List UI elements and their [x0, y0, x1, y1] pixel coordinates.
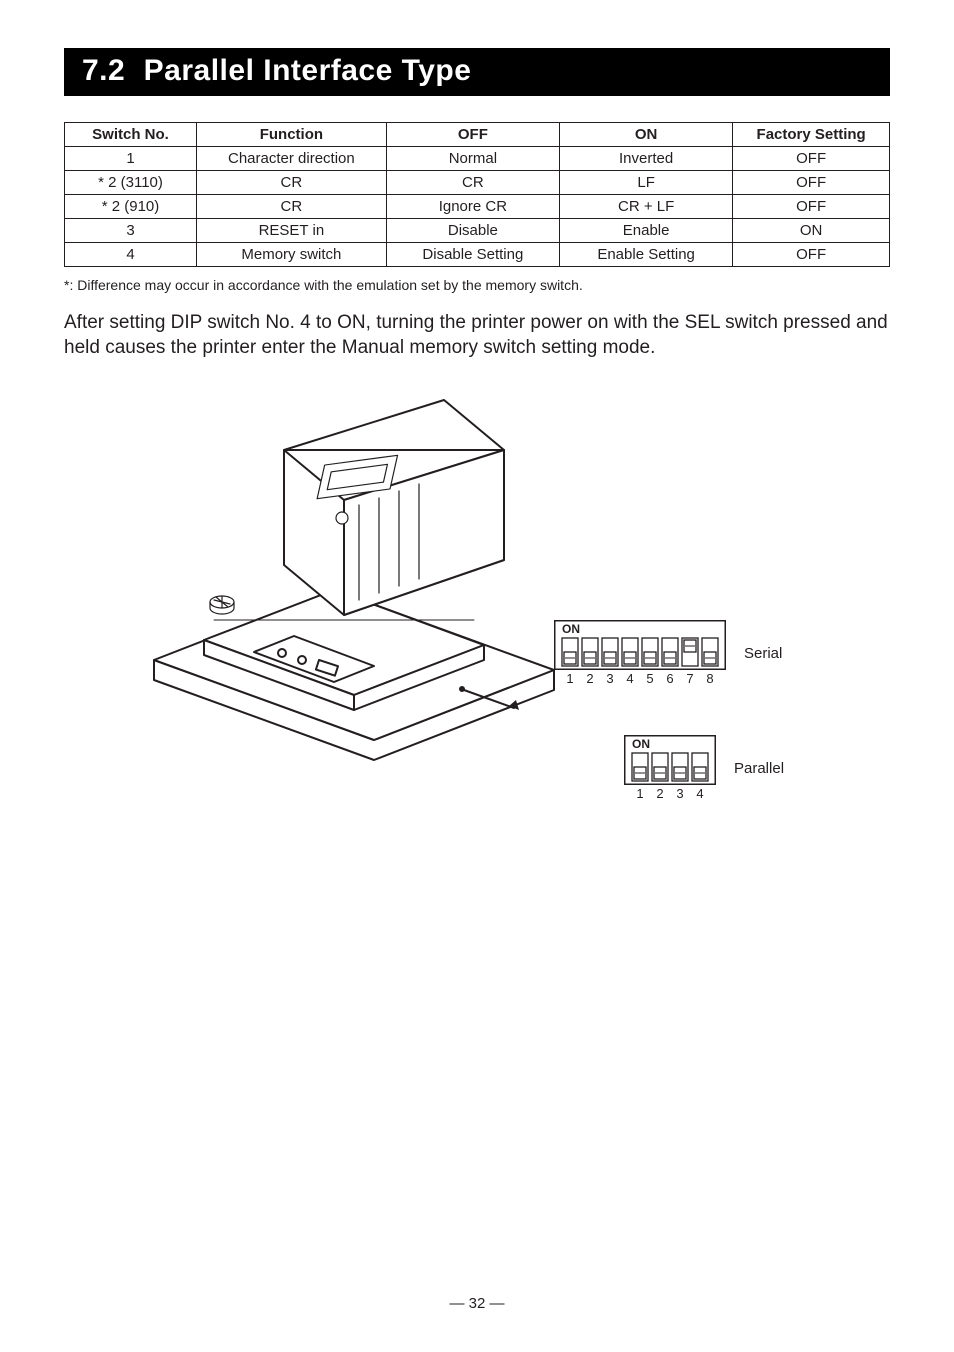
- svg-text:1: 1: [636, 786, 643, 801]
- cell: OFF: [733, 195, 890, 219]
- cell: CR + LF: [560, 195, 733, 219]
- svg-text:2: 2: [586, 671, 593, 686]
- svg-text:5: 5: [646, 671, 653, 686]
- cell: Disable Setting: [386, 243, 559, 267]
- cell: 3: [65, 219, 197, 243]
- th-function: Function: [197, 123, 387, 147]
- cell: 4: [65, 243, 197, 267]
- figure-area: ON12345678 Serial ON1234 Parallel: [64, 390, 890, 870]
- svg-text:4: 4: [626, 671, 633, 686]
- dip-parallel-block: ON 1234 Parallel: [624, 735, 784, 801]
- cell: CR: [386, 171, 559, 195]
- cell: Inverted: [560, 147, 733, 171]
- cell: ON: [733, 219, 890, 243]
- svg-text:4: 4: [696, 786, 703, 801]
- cell: * 2 (3110): [65, 171, 197, 195]
- svg-text:3: 3: [606, 671, 613, 686]
- cell: CR: [197, 171, 387, 195]
- svg-text:1: 1: [566, 671, 573, 686]
- th-switch-no: Switch No.: [65, 123, 197, 147]
- dip-serial-icon: ON 12345678: [554, 620, 726, 686]
- dip-parallel-label: Parallel: [734, 760, 784, 777]
- cell: Ignore CR: [386, 195, 559, 219]
- page: 7.2 Parallel Interface Type Switch No. F…: [0, 0, 954, 1352]
- dip-switch-table: Switch No. Function OFF ON Factory Setti…: [64, 122, 890, 267]
- cell: Normal: [386, 147, 559, 171]
- cell: Enable Setting: [560, 243, 733, 267]
- table-row: 3 RESET in Disable Enable ON: [65, 219, 890, 243]
- cell: CR: [197, 195, 387, 219]
- section-title: Parallel Interface Type: [144, 54, 472, 87]
- svg-text:3: 3: [676, 786, 683, 801]
- th-factory: Factory Setting: [733, 123, 890, 147]
- table-row: * 2 (910) CR Ignore CR CR + LF OFF: [65, 195, 890, 219]
- cell: OFF: [733, 147, 890, 171]
- cell: OFF: [733, 171, 890, 195]
- table-header-row: Switch No. Function OFF ON Factory Setti…: [65, 123, 890, 147]
- table-row: * 2 (3110) CR CR LF OFF: [65, 171, 890, 195]
- body-text: After setting DIP switch No. 4 to ON, tu…: [64, 311, 890, 360]
- printer-illustration: [144, 390, 564, 790]
- cell: Enable: [560, 219, 733, 243]
- section-index: 7.2: [82, 54, 125, 87]
- svg-text:2: 2: [656, 786, 663, 801]
- svg-text:8: 8: [706, 671, 713, 686]
- cell: Disable: [386, 219, 559, 243]
- cell: OFF: [733, 243, 890, 267]
- svg-text:ON: ON: [632, 737, 650, 751]
- table-footnote: *: Difference may occur in accordance wi…: [64, 277, 890, 293]
- th-off: OFF: [386, 123, 559, 147]
- svg-text:ON: ON: [562, 622, 580, 636]
- th-on: ON: [560, 123, 733, 147]
- section-heading: 7.2 Parallel Interface Type: [64, 48, 890, 96]
- cell: RESET in: [197, 219, 387, 243]
- dip-serial-block: ON 12345678 Serial: [554, 620, 782, 686]
- cell: 1: [65, 147, 197, 171]
- svg-text:7: 7: [686, 671, 693, 686]
- cell: LF: [560, 171, 733, 195]
- cell: Character direction: [197, 147, 387, 171]
- cell: * 2 (910): [65, 195, 197, 219]
- dip-serial-label: Serial: [744, 645, 782, 662]
- dip-parallel-icon: ON 1234: [624, 735, 716, 801]
- cell: Memory switch: [197, 243, 387, 267]
- table-row: 1 Character direction Normal Inverted OF…: [65, 147, 890, 171]
- page-number: — 32 —: [0, 1295, 954, 1312]
- table-row: 4 Memory switch Disable Setting Enable S…: [65, 243, 890, 267]
- svg-text:6: 6: [666, 671, 673, 686]
